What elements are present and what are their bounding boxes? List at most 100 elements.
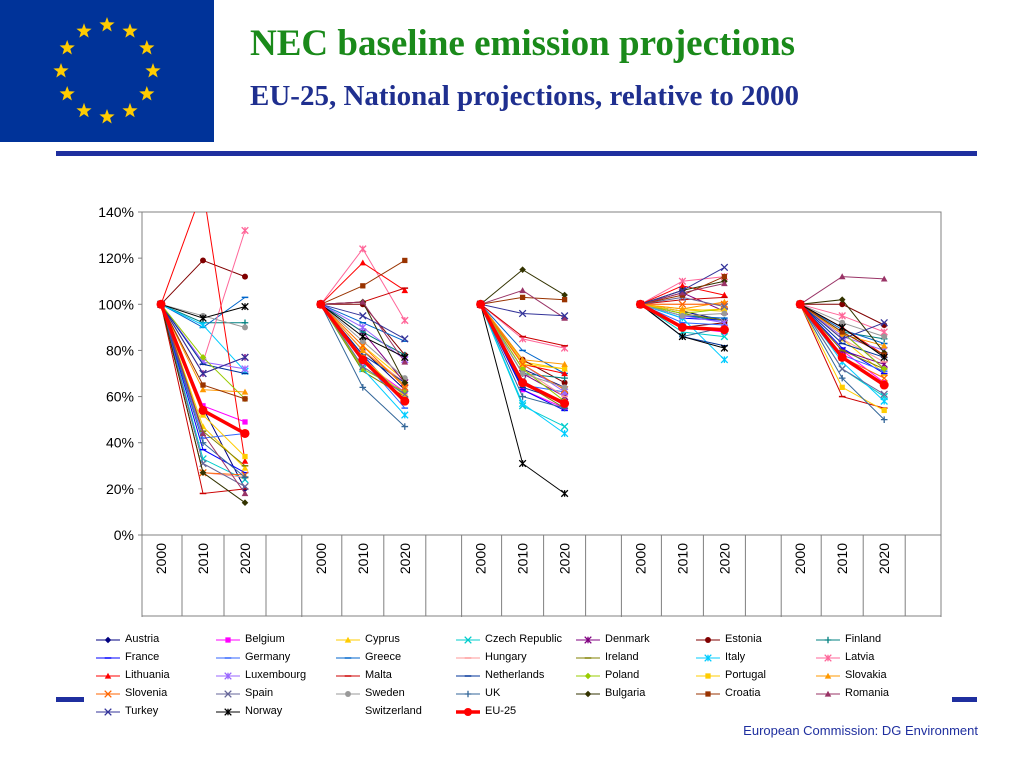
data-point (199, 314, 207, 322)
data-point (837, 352, 847, 362)
flag-star-icon (59, 40, 75, 55)
data-point (880, 365, 888, 373)
data-point (358, 355, 368, 365)
eu-flag (0, 0, 214, 142)
data-point (316, 299, 326, 309)
legend-marker (464, 690, 472, 698)
legend-swatch (576, 672, 600, 680)
legend-label: Czech Republic (485, 633, 563, 645)
legend-swatch (216, 690, 240, 698)
data-point (401, 423, 409, 430)
legend-marker (464, 636, 472, 644)
legend-item-malta: Malta (324, 668, 448, 684)
slide-title: NEC baseline emission projections (250, 23, 796, 64)
legend-marker (824, 672, 832, 679)
legend-item-slovakia: Slovakia (804, 668, 928, 684)
data-point (198, 405, 208, 415)
data-point (519, 370, 526, 377)
legend-marker (705, 637, 711, 643)
data-point (720, 344, 729, 352)
legend-item-bulgaria: Bulgaria (564, 686, 688, 702)
legend-item-portugal: Portugal (684, 668, 808, 684)
legend-marker (584, 690, 592, 698)
data-point (720, 332, 729, 341)
legend-marker (824, 690, 832, 697)
data-point (200, 257, 206, 264)
data-point (359, 362, 367, 371)
flag-star-icon (99, 17, 115, 32)
legend-marker (344, 636, 352, 643)
legend-marker (104, 690, 112, 698)
data-point (519, 287, 526, 294)
x-tick-label: 2000 (153, 543, 169, 574)
flag-star-icon (139, 40, 155, 55)
legend-marker (824, 636, 832, 644)
legend-swatch (696, 637, 720, 643)
series-norway (157, 300, 888, 498)
data-point (241, 388, 249, 395)
data-point (241, 490, 249, 497)
legend-label: Latvia (845, 651, 875, 663)
legend-item-ireland: Ireland (564, 650, 688, 666)
x-tick-label: 2010 (355, 543, 371, 574)
legend-swatch (336, 657, 360, 659)
legend-marker (705, 673, 711, 679)
data-point (199, 354, 207, 361)
data-point (401, 383, 409, 392)
data-point (560, 422, 569, 431)
legend-marker (584, 636, 592, 644)
data-point (880, 342, 888, 349)
legend-marker (224, 708, 232, 716)
legend-swatch (96, 672, 120, 679)
legend-label: EU-25 (485, 705, 517, 717)
legend-swatch (456, 657, 480, 659)
data-point (402, 257, 408, 264)
legend-label: Denmark (605, 633, 650, 645)
legend-item-luxembourg: Luxembourg (204, 668, 328, 684)
data-point (879, 380, 889, 390)
legend-swatch (336, 691, 360, 697)
x-tick-label: 2020 (876, 543, 892, 574)
data-point (721, 310, 728, 317)
data-point (242, 453, 248, 460)
legend-swatch (216, 637, 240, 643)
legend-swatch (456, 707, 480, 717)
data-point (400, 396, 410, 406)
data-point (518, 399, 527, 408)
data-point (560, 489, 569, 498)
legend-item-denmark: Denmark (564, 632, 688, 648)
legend-item-sweden: Sweden (324, 686, 448, 702)
data-point (199, 369, 207, 378)
legend-label: France (125, 651, 160, 663)
legend-marker (704, 654, 712, 662)
data-point (839, 301, 846, 308)
legend-marker (345, 691, 351, 697)
legend-swatch (96, 708, 120, 716)
legend-swatch (336, 675, 360, 677)
legend-label: Romania (845, 687, 890, 699)
legend-item-switzerland: Switzerland (324, 704, 448, 720)
data-point (518, 459, 527, 468)
legend-swatch (216, 708, 240, 716)
x-tick-label: 2020 (557, 543, 573, 574)
data-point (880, 275, 888, 282)
data-point (561, 384, 568, 391)
data-point (240, 428, 250, 438)
legend-marker (584, 672, 592, 680)
data-point (719, 325, 729, 335)
data-point (241, 482, 249, 491)
data-point (561, 297, 568, 303)
data-point (519, 294, 526, 301)
data-point (241, 302, 249, 311)
data-point (795, 299, 805, 309)
data-point (401, 316, 409, 325)
data-point (721, 280, 728, 287)
data-point (359, 365, 367, 373)
legend-marker (824, 654, 832, 662)
data-point (881, 407, 887, 414)
legend-swatch (576, 657, 600, 659)
x-tick-label: 2000 (473, 543, 489, 574)
legend-label: Bulgaria (605, 687, 646, 699)
legend-label: Portugal (725, 669, 766, 681)
data-point (838, 296, 846, 303)
